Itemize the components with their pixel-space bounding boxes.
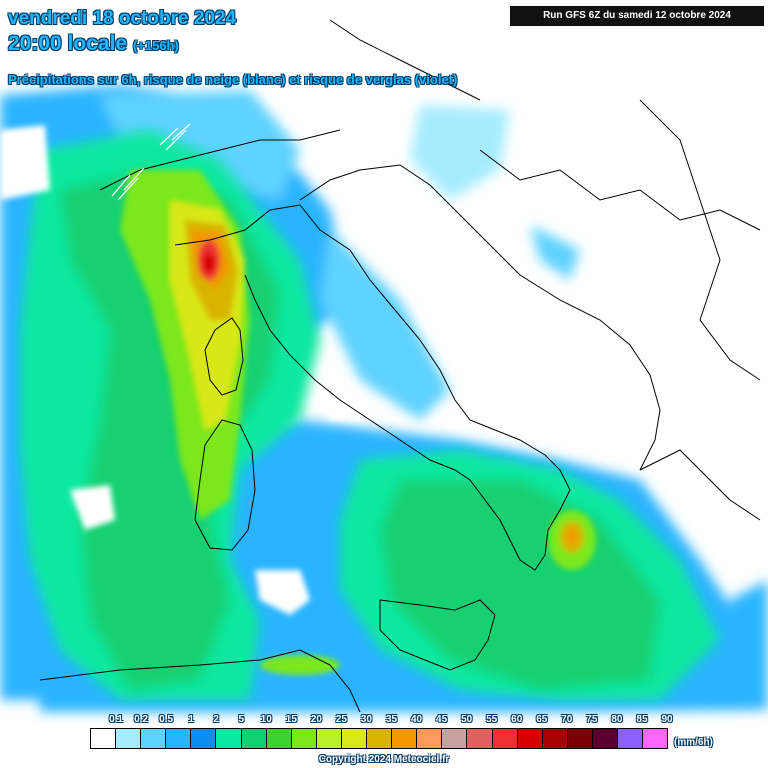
- legend-swatch: [91, 729, 117, 748]
- legend-label: 40: [411, 714, 423, 725]
- copyright: Copyright 2024 Meteociel.fr: [318, 754, 450, 765]
- legend-label: 2: [213, 714, 219, 725]
- time-title: 20:00 locale (+156h): [8, 32, 179, 56]
- date-title: vendredi 18 octobre 2024: [8, 8, 237, 29]
- legend-label: 1: [188, 714, 194, 725]
- precip-cyan-adriatic: [320, 230, 450, 420]
- dry-area-west: [70, 485, 115, 530]
- legend-swatch: [191, 729, 217, 748]
- legend-label: 5: [238, 714, 245, 725]
- dry-area-campania: [320, 395, 370, 420]
- legend-unit: (mm/6h): [674, 737, 713, 748]
- legend-label: 50: [461, 714, 473, 725]
- coast-balkans: [299, 164, 661, 471]
- coastlines: [39, 19, 761, 713]
- coast-north-africa: [39, 649, 361, 713]
- coast-corsica: [204, 317, 244, 396]
- legend-swatch: [492, 729, 518, 748]
- border-balkan-interior: [479, 149, 761, 231]
- border-alps: [99, 129, 341, 191]
- legend-swatch: [216, 729, 242, 748]
- coast-sardinia: [194, 419, 256, 551]
- precip-layer-high: [120, 170, 596, 675]
- legend-label: 15: [285, 714, 297, 725]
- legend-swatch: [291, 729, 317, 748]
- legend-swatch: [567, 729, 593, 748]
- border-north: [329, 19, 481, 101]
- precip-orange-calabria: [567, 529, 577, 545]
- precip-cyan-balkan: [410, 105, 510, 200]
- legend-swatch: [542, 729, 568, 748]
- precip-cyan-east-edge: [730, 580, 768, 700]
- legend-label: 0.2: [134, 714, 149, 725]
- legend-label: 75: [586, 714, 598, 725]
- legend-label: 10: [260, 714, 272, 725]
- precip-lime-sicily: [260, 655, 340, 675]
- legend-label: 65: [536, 714, 548, 725]
- legend-label: 25: [335, 714, 347, 725]
- coast-sicily: [379, 599, 496, 671]
- legend-label: 45: [436, 714, 448, 725]
- color-legend: 0.1 0.2 0.5 1 2 5 10 15 20 25 30 35 40 45 50 55 60 65 70 75…: [90, 714, 673, 749]
- legend-label: 0.5: [159, 714, 174, 725]
- dry-area-nw: [0, 125, 50, 200]
- legend-swatch: [467, 729, 493, 748]
- legend-swatch: [241, 729, 267, 748]
- legend-bar: [90, 728, 668, 749]
- legend-labels: 0.1 0.2 0.5 1 2 5 10 15 20 25 30 35 40 45 50 55 60 65 70 75…: [90, 714, 673, 728]
- dry-areas: [0, 125, 370, 615]
- precip-blue-north: [100, 90, 300, 200]
- precip-cyan-croatia: [530, 225, 580, 280]
- legend-swatch: [592, 729, 618, 748]
- time-label: 20:00 locale: [8, 32, 128, 55]
- map-subtitle: Précipitations sur 6h, risque de neige (…: [8, 72, 458, 87]
- legend-swatch: [617, 729, 644, 748]
- legend-swatch: [643, 729, 668, 748]
- legend-swatch: [442, 729, 468, 748]
- legend-label: 90: [661, 714, 673, 725]
- legend-label: 0.1: [109, 714, 123, 725]
- legend-swatch: [341, 729, 368, 748]
- legend-label: 80: [611, 714, 623, 725]
- legend-swatch: [517, 729, 543, 748]
- legend-label: 55: [486, 714, 498, 725]
- legend-swatch: [417, 729, 443, 748]
- precip-darkred-core: [203, 253, 215, 273]
- legend-swatch: [367, 729, 393, 748]
- lead-time: (+156h): [132, 38, 179, 53]
- legend-label: 35: [385, 714, 398, 725]
- snow-risk-hatch: [111, 123, 191, 201]
- legend-swatch: [141, 729, 167, 748]
- run-info-box: Run GFS 6Z du samedi 12 octobre 2024: [510, 6, 764, 26]
- legend-label: 60: [511, 714, 523, 725]
- legend-label: 30: [360, 714, 373, 725]
- legend-swatch: [316, 729, 342, 748]
- dry-area-tyrrhenian: [255, 570, 310, 615]
- legend-label: 20: [310, 714, 322, 725]
- border-greece: [639, 449, 761, 521]
- coast-italy-peninsula: [174, 204, 571, 571]
- legend-label: 70: [561, 714, 573, 725]
- border-east: [639, 99, 761, 381]
- legend-swatch: [166, 729, 192, 748]
- legend-swatch: [392, 729, 418, 748]
- legend-swatch: [116, 729, 142, 748]
- legend-label: 85: [636, 714, 648, 725]
- legend-swatch: [266, 729, 292, 748]
